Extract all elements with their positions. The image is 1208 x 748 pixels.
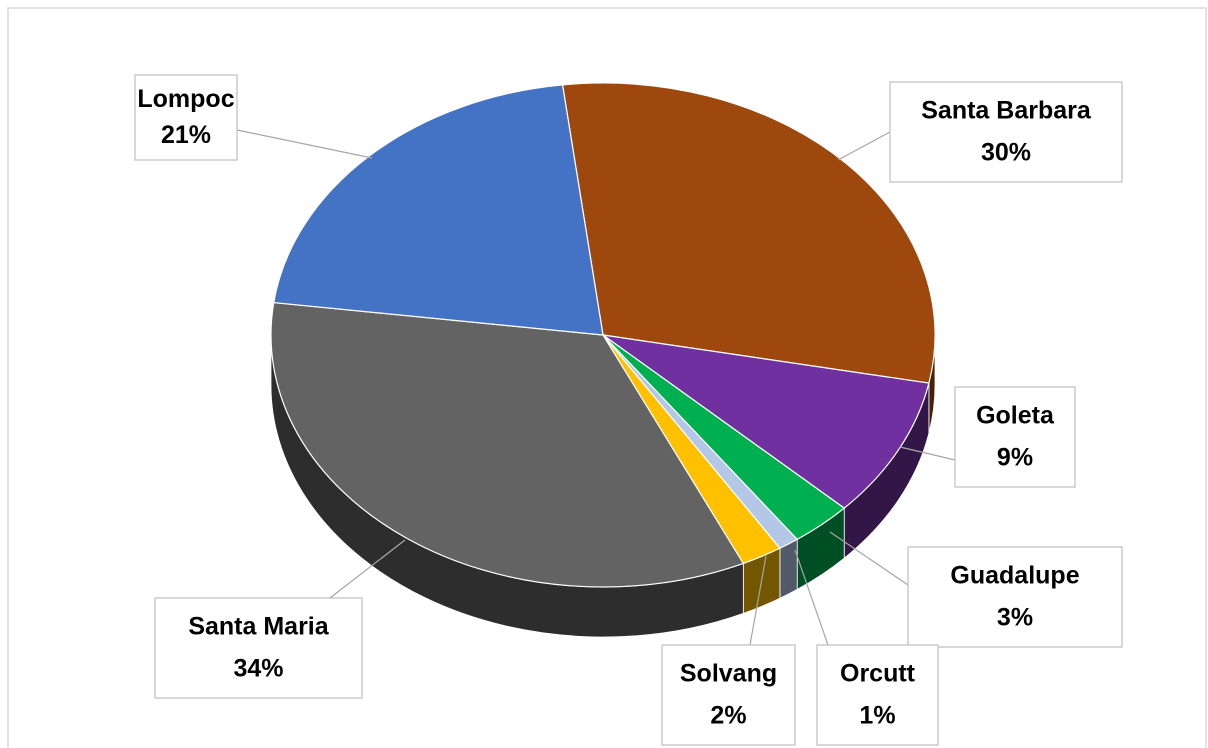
label-value: 9% bbox=[997, 444, 1033, 472]
slice bbox=[273, 84, 604, 336]
label-name: Solvang bbox=[680, 660, 777, 688]
label-box bbox=[889, 81, 1123, 183]
label-box bbox=[954, 386, 1076, 488]
label-box bbox=[134, 74, 238, 161]
leader-line bbox=[749, 555, 767, 646]
slice bbox=[561, 82, 936, 384]
leader-line bbox=[236, 129, 373, 159]
label-box bbox=[661, 644, 796, 746]
label-value: 34% bbox=[233, 655, 283, 683]
label-name: Orcutt bbox=[840, 660, 916, 688]
leader-line bbox=[837, 131, 891, 161]
label-value: 21% bbox=[161, 121, 211, 149]
label-box bbox=[816, 644, 939, 746]
leader-line bbox=[829, 531, 909, 586]
label-value: 30% bbox=[981, 139, 1031, 167]
leader-line bbox=[794, 549, 829, 646]
label-box bbox=[907, 546, 1123, 648]
slice bbox=[270, 301, 745, 588]
leader-line bbox=[899, 446, 956, 461]
label-name: Guadalupe bbox=[950, 562, 1079, 590]
leader-line bbox=[329, 539, 406, 599]
label-value: 3% bbox=[997, 604, 1033, 632]
label-value: 1% bbox=[859, 702, 895, 730]
label-name: Lompoc bbox=[137, 85, 234, 113]
label-name: Santa Maria bbox=[188, 613, 329, 641]
label-box bbox=[154, 597, 363, 699]
slice-side bbox=[779, 538, 798, 599]
slice bbox=[602, 334, 930, 509]
label-value: 2% bbox=[710, 702, 746, 730]
label-name: Santa Barbara bbox=[921, 97, 1092, 125]
label-name: Goleta bbox=[976, 402, 1055, 430]
